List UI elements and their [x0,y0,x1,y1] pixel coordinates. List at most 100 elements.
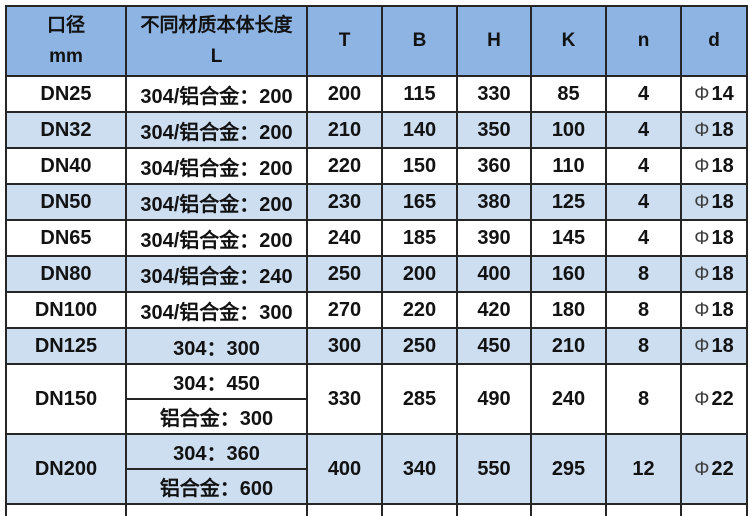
cell-k: 180 [530,291,607,329]
cell-t: 300 [306,327,383,365]
col-header-body-length: 不同材质本体长度 L [125,5,308,77]
cell-n: 8 [605,255,682,293]
cell-empty [456,503,532,516]
col-header-k: K [530,5,607,77]
cell-dn: DN50 [5,183,127,221]
table-row-dn150: DN150 304：450 330 285 490 240 8 Φ 22 [5,363,748,435]
d-value: 18 [711,298,734,321]
cell-dn: DN40 [5,147,127,185]
phi-symbol: Φ [694,335,710,357]
cell-t: 400 [306,433,383,505]
cell-length-304: 304：360 [125,433,308,470]
d-value: 22 [711,457,734,480]
cell-b: 285 [381,363,458,435]
d-value: 18 [711,154,734,177]
cell-d: Φ 22 [680,433,748,505]
cell-length: 304/铝合金：200 [125,111,308,149]
table-row-dn200: DN200 304：360 400 340 550 295 12 Φ 22 [5,433,748,505]
cell-h: 420 [456,291,532,329]
cell-dn: DN125 [5,327,127,365]
cell-b: 250 [381,327,458,365]
cell-empty [125,503,308,516]
cell-k: 145 [530,219,607,257]
cell-b: 340 [381,433,458,505]
cell-n: 4 [605,219,682,257]
cell-h: 490 [456,363,532,435]
cell-length: 304/铝合金：200 [125,75,308,113]
spec-table: 口径 mm 不同材质本体长度 L T B H K n d DN25 304/铝合… [5,5,748,516]
cell-dn: DN32 [5,111,127,149]
cell-h: 380 [456,183,532,221]
cell-length: 304/铝合金：200 [125,219,308,257]
cell-n: 12 [605,433,682,505]
cell-k: 240 [530,363,607,435]
cell-h: 350 [456,111,532,149]
cell-h: 550 [456,433,532,505]
cell-n: 4 [605,111,682,149]
cell-h: 400 [456,255,532,293]
phi-symbol: Φ [694,458,710,480]
cell-empty [530,503,607,516]
cell-length-aluminum: 铝合金：300 [125,398,308,435]
cell-d: Φ 18 [680,183,748,221]
d-value: 18 [711,334,734,357]
col-header-d: d [680,5,748,77]
cell-d: Φ 18 [680,255,748,293]
cell-h: 360 [456,147,532,185]
cell-t: 250 [306,255,383,293]
cell-d: Φ 18 [680,219,748,257]
table-row-dn40: DN40 304/铝合金：200 220 150 360 110 4 Φ 18 [5,147,748,185]
col-header-n: n [605,5,682,77]
cell-d: Φ 18 [680,327,748,365]
cell-b: 115 [381,75,458,113]
cell-d: Φ 18 [680,291,748,329]
cell-empty [381,503,458,516]
cell-empty [306,503,383,516]
cell-k: 295 [530,433,607,505]
col-header-diameter: 口径 mm [5,5,127,77]
table-row-dn100: DN100 304/铝合金：300 270 220 420 180 8 Φ 18 [5,291,748,329]
cell-k: 85 [530,75,607,113]
cell-t: 240 [306,219,383,257]
cell-length: 304：300 [125,327,308,365]
cell-b: 200 [381,255,458,293]
table-row-dn25: DN25 304/铝合金：200 200 115 330 85 4 Φ 14 [5,75,748,113]
col-header-b: B [381,5,458,77]
table-row-dn125: DN125 304：300 300 250 450 210 8 Φ 18 [5,327,748,365]
cell-k: 210 [530,327,607,365]
cell-b: 165 [381,183,458,221]
cell-empty [5,503,127,516]
cell-t: 270 [306,291,383,329]
cell-d: Φ 22 [680,363,748,435]
cell-length: 304/铝合金：300 [125,291,308,329]
cell-dn: DN65 [5,219,127,257]
cell-d: Φ 18 [680,111,748,149]
cell-length-aluminum: 铝合金：600 [125,468,308,505]
phi-symbol: Φ [694,299,710,321]
cell-dn: DN200 [5,433,127,505]
cell-dn: DN25 [5,75,127,113]
table-row-dn150-sub: 铝合金：300 [6,398,747,435]
cell-h: 390 [456,219,532,257]
cell-t: 230 [306,183,383,221]
cell-dn: DN80 [5,255,127,293]
cell-b: 220 [381,291,458,329]
cell-n: 8 [605,363,682,435]
cell-t: 330 [306,363,383,435]
col-header-h: H [456,5,532,77]
cell-t: 200 [306,75,383,113]
cell-empty [605,503,682,516]
cell-t: 210 [306,111,383,149]
cell-b: 140 [381,111,458,149]
cell-length: 304/铝合金：200 [125,147,308,185]
cell-b: 185 [381,219,458,257]
cell-length-304: 304：450 [125,363,308,400]
table-row-dn65: DN65 304/铝合金：200 240 185 390 145 4 Φ 18 [5,219,748,257]
cell-k: 110 [530,147,607,185]
cell-n: 4 [605,183,682,221]
d-value: 18 [711,118,734,141]
cell-length: 304/铝合金：200 [125,183,308,221]
cell-dn: DN150 [5,363,127,435]
header-row: 口径 mm 不同材质本体长度 L T B H K n d [5,5,748,77]
d-value: 22 [711,387,734,410]
